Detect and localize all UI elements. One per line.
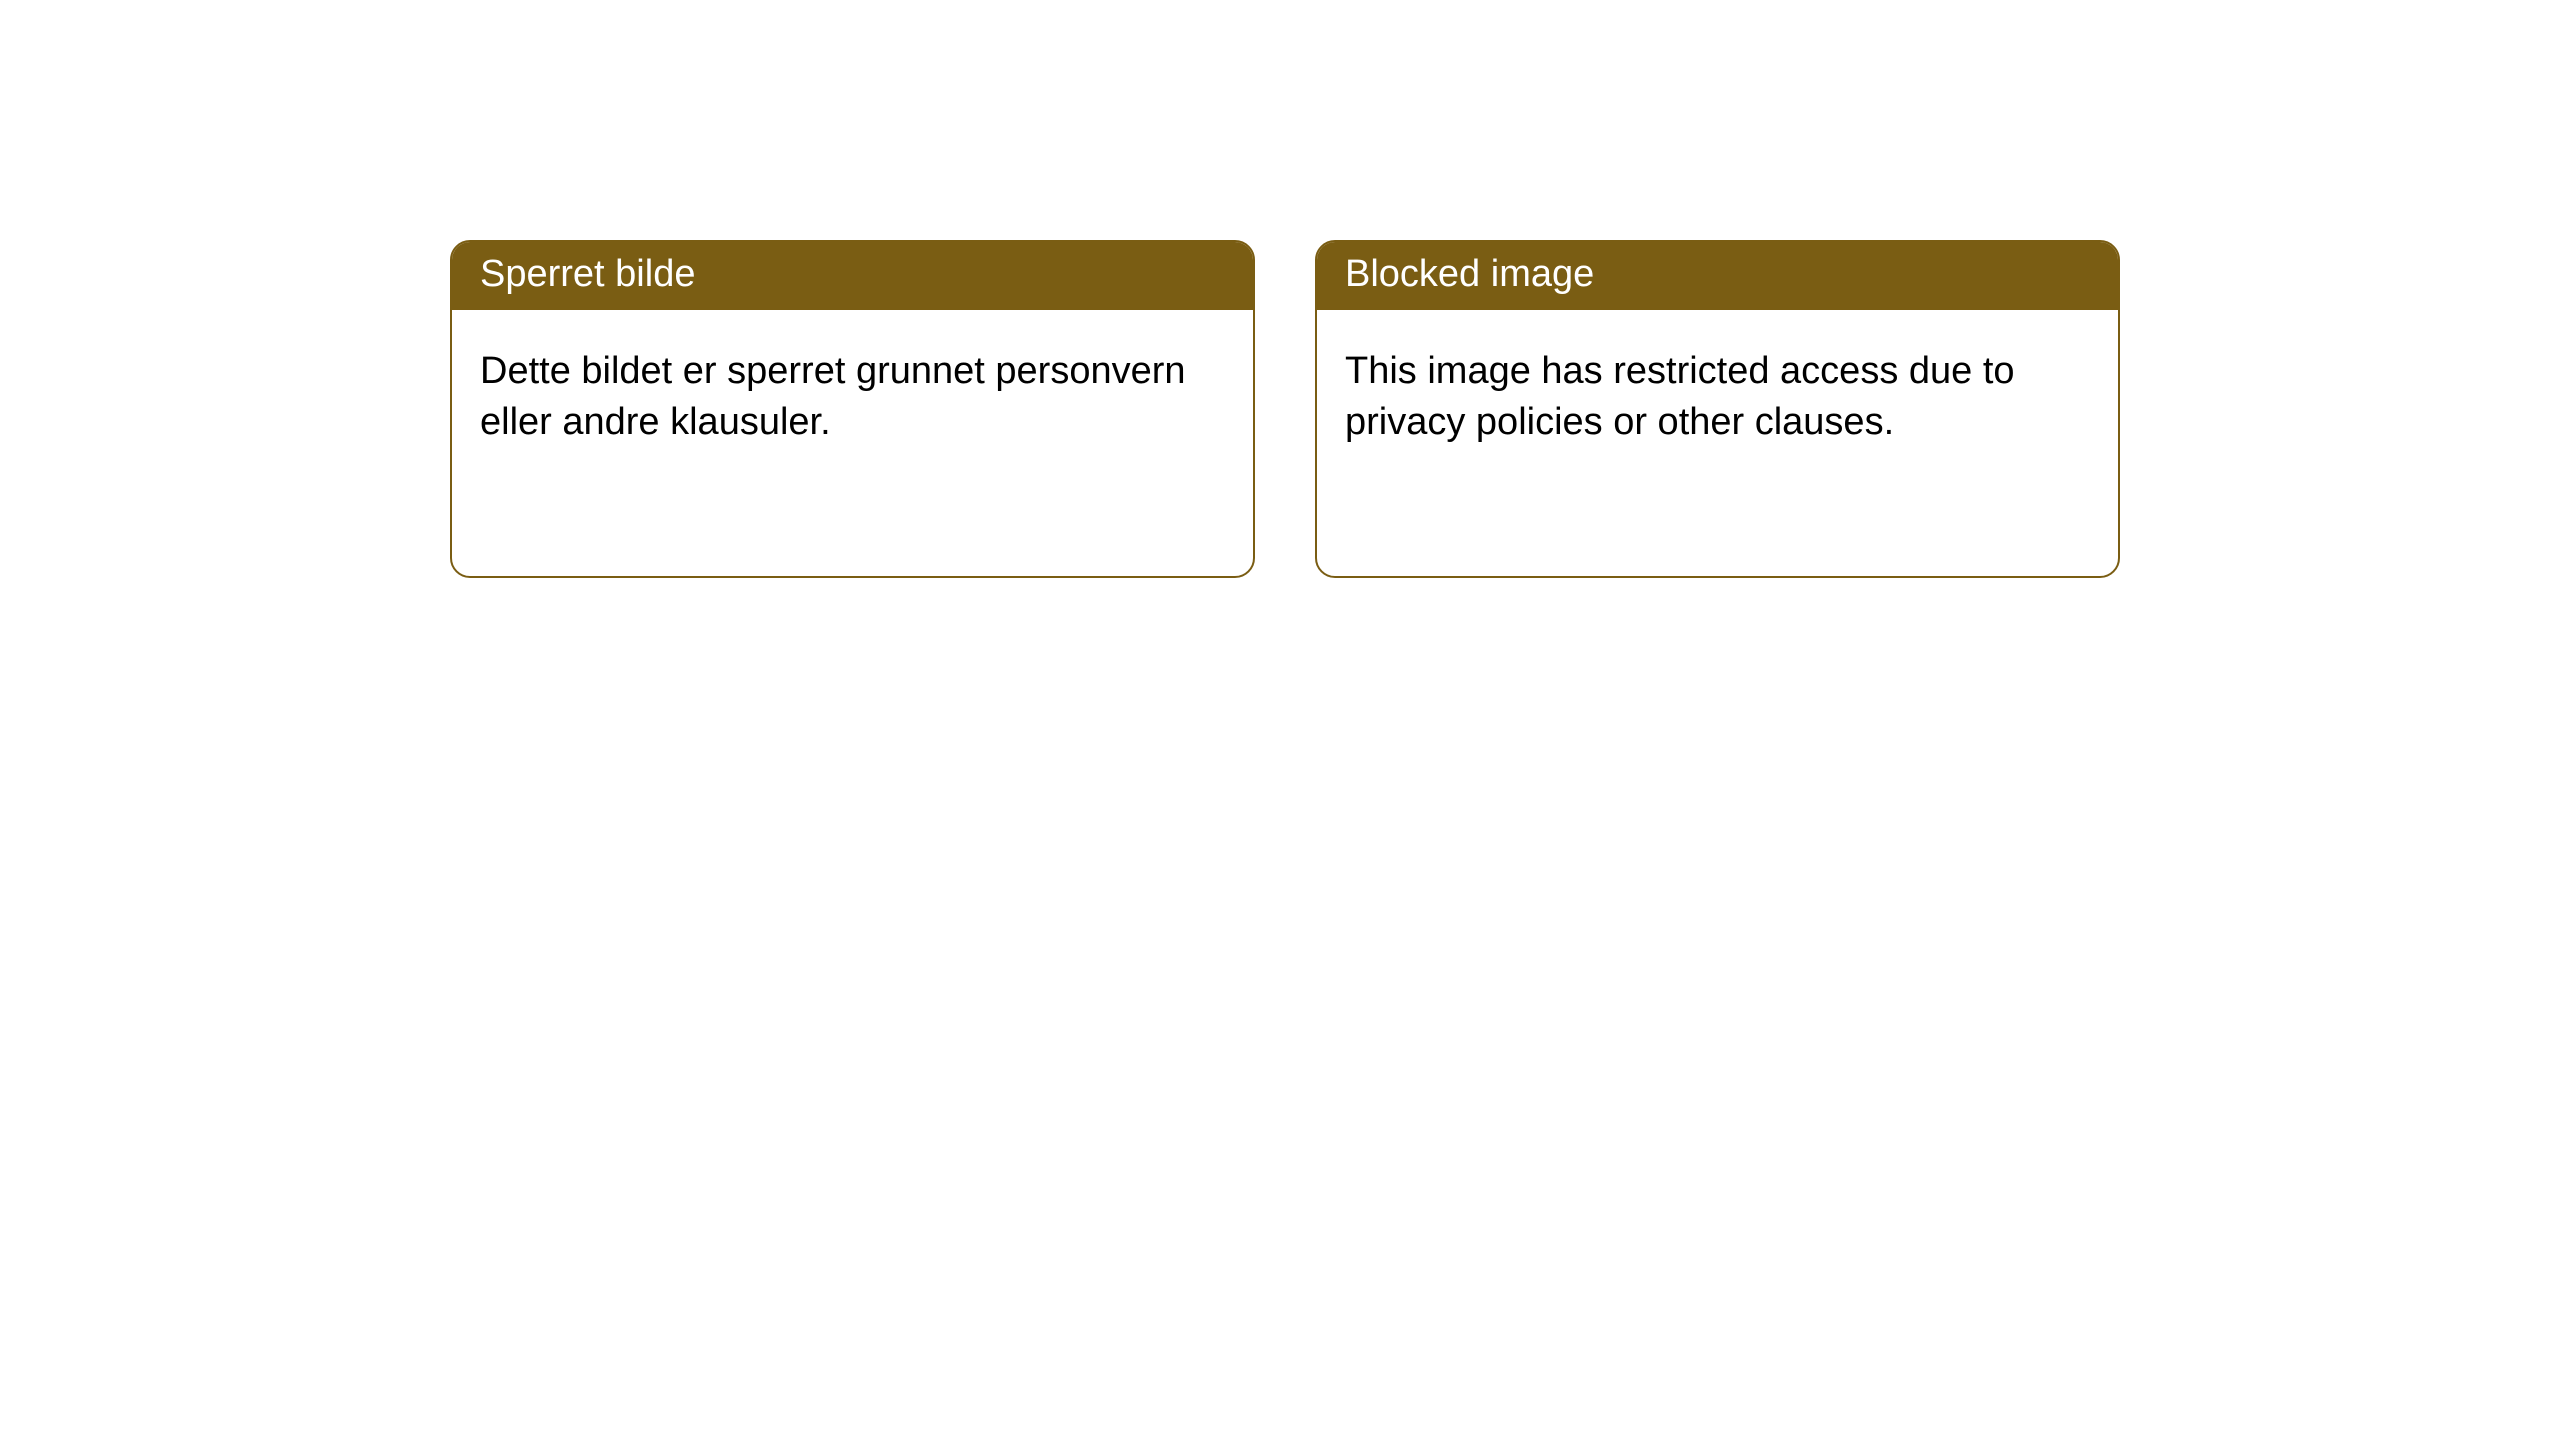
card-header-en: Blocked image	[1317, 242, 2118, 310]
blocked-image-card-en: Blocked image This image has restricted …	[1315, 240, 2120, 578]
card-header-no: Sperret bilde	[452, 242, 1253, 310]
card-body-no: Dette bildet er sperret grunnet personve…	[452, 310, 1253, 477]
blocked-image-card-no: Sperret bilde Dette bildet er sperret gr…	[450, 240, 1255, 578]
notice-row: Sperret bilde Dette bildet er sperret gr…	[0, 0, 2560, 578]
card-body-en: This image has restricted access due to …	[1317, 310, 2118, 477]
